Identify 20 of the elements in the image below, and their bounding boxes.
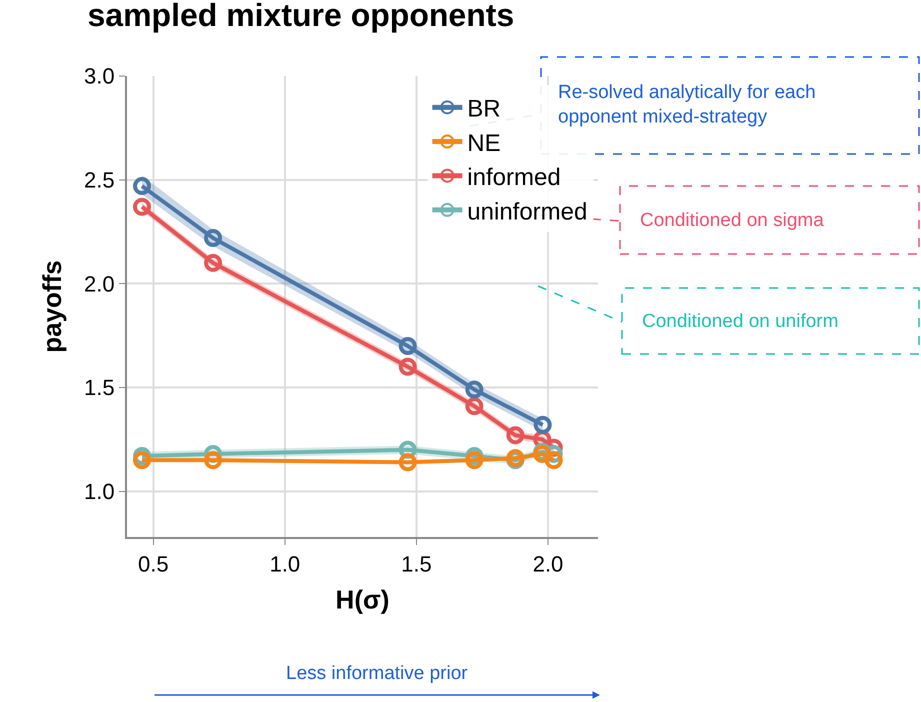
x-tick-label: 0.5 — [138, 551, 169, 576]
legend-label: NE — [467, 130, 501, 157]
y-axis-title: payoffs — [36, 260, 67, 353]
y-tick-label: 1.5 — [84, 375, 115, 400]
x-tick-label: 1.5 — [401, 551, 432, 576]
legend-label: BR — [467, 96, 501, 123]
y-tick-label: 3.0 — [84, 64, 115, 89]
chart-title: sampled mixture opponents — [87, 0, 514, 33]
x-tick-label: 1.0 — [270, 551, 300, 576]
text: Conditioned on uniform — [642, 311, 838, 332]
y-tick-label: 2.0 — [84, 271, 115, 296]
text: Conditioned on sigma — [640, 210, 824, 231]
y-tick-label: 1.0 — [84, 479, 115, 504]
x-tick-label: 2.0 — [532, 551, 564, 576]
annotation: Re-solved analytically for each opponent mixed-strategy — [558, 82, 816, 128]
y-tick-label: 2.5 — [84, 168, 115, 193]
legend-label: uninformed — [467, 198, 588, 226]
text: Less informative prior — [286, 663, 468, 684]
x-axis-title: H(σ) — [336, 584, 390, 615]
legend-label: informed — [467, 164, 561, 192]
